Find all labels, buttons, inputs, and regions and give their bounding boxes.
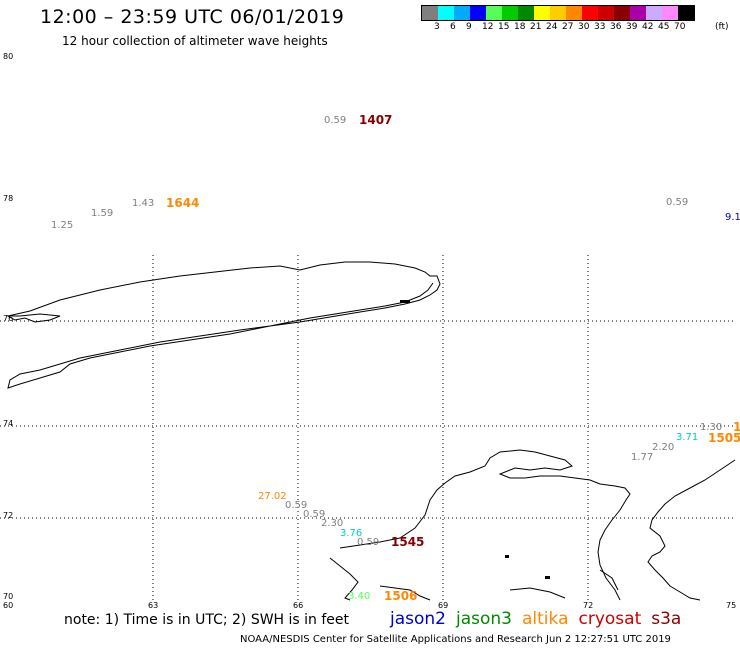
time-label: 1545 <box>391 535 425 549</box>
coastline-east <box>647 459 736 601</box>
scale-label: 9 <box>466 22 472 32</box>
lat-label: 80 <box>3 52 14 61</box>
swh-label: 1.43 <box>132 198 155 209</box>
time-label: 1644 <box>166 196 200 210</box>
lat-label: 78 <box>3 194 14 203</box>
color-swatch <box>566 6 582 20</box>
satellite-name: jason2 <box>390 609 446 629</box>
coastline-north-inlet <box>6 313 61 323</box>
scale-label: 27 <box>562 22 574 32</box>
lat-label: 76 <box>3 314 14 323</box>
scale-label: 36 <box>610 22 622 32</box>
color-swatch <box>550 6 566 20</box>
color-swatch <box>678 6 694 20</box>
swh-label: 2.30 <box>321 518 344 529</box>
lon-label: 60 <box>3 601 14 610</box>
color-swatch <box>630 6 646 20</box>
color-scale-labels: 3 6 9 12 15 18 21 24 27 30 33 36 39 42 45 70 (ft) <box>421 22 740 34</box>
coastline-south <box>329 557 619 601</box>
lon-label: 66 <box>293 601 304 610</box>
satellite-name: altika <box>522 609 569 629</box>
lat-label: 74 <box>3 419 14 428</box>
color-swatch <box>534 6 550 20</box>
scale-label: 12 <box>482 22 494 32</box>
footer-credit: NOAA/NESDIS Center for Satellite Applica… <box>240 634 671 645</box>
scale-label: 24 <box>546 22 558 32</box>
color-swatch <box>582 6 598 20</box>
scale-label: 18 <box>514 22 526 32</box>
note-text: note: 1) Time is in UTC; 2) SWH is in fe… <box>64 612 350 628</box>
swh-label: 1.59 <box>91 208 114 219</box>
color-swatch <box>598 6 614 20</box>
scale-label: 21 <box>530 22 542 32</box>
scale-label: 6 <box>450 22 456 32</box>
swh-label: 1.25 <box>51 220 74 231</box>
scale-label: 30 <box>578 22 590 32</box>
satellite-legend: jason2 jason3 altika cryosat s3a <box>390 609 691 629</box>
swh-label: 2.20 <box>652 442 675 453</box>
swh-label: 3.40 <box>348 591 371 602</box>
lon-label: 63 <box>148 601 159 610</box>
color-swatch <box>470 6 486 20</box>
lon-label: 69 <box>438 601 449 610</box>
scale-label: 33 <box>594 22 606 32</box>
swh-label: 0.59 <box>666 197 689 208</box>
lat-label: 70 <box>3 592 14 601</box>
time-label: 1407 <box>359 113 393 127</box>
swh-label: 9.1 <box>725 212 740 223</box>
color-swatch <box>614 6 630 20</box>
time-label: 1505 <box>708 431 740 445</box>
satellite-name: jason3 <box>456 609 512 629</box>
color-swatch <box>502 6 518 20</box>
page-title: 12:00 – 23:59 UTC 06/01/2019 <box>40 6 345 28</box>
color-swatch <box>662 6 678 20</box>
scale-label: 42 <box>642 22 654 32</box>
scale-label: 15 <box>498 22 510 32</box>
color-swatch <box>486 6 502 20</box>
color-swatch <box>646 6 662 20</box>
scale-label: 3 <box>434 22 440 32</box>
lon-label: 72 <box>583 601 594 610</box>
swh-label: 27.02 <box>258 491 287 502</box>
swh-label: 3.71 <box>676 432 699 443</box>
coastline-mainland <box>339 449 631 601</box>
scale-unit: (ft) <box>715 22 729 32</box>
scale-label: 45 <box>658 22 670 32</box>
color-scale-bar <box>421 5 695 21</box>
time-label: 1506 <box>384 589 418 603</box>
swh-label: 0.59 <box>303 509 326 520</box>
swh-label: 1.77 <box>631 452 654 463</box>
lon-label: 75 <box>726 601 737 610</box>
scale-label: 39 <box>626 22 638 32</box>
page-subtitle: 12 hour collection of altimeter wave hei… <box>62 34 328 48</box>
time-label: 1 <box>733 420 740 434</box>
scale-label: 70 <box>674 22 686 32</box>
color-swatch <box>438 6 454 20</box>
swh-label: 0.59 <box>324 115 347 126</box>
swh-label: 1.30 <box>700 422 723 433</box>
coastline-north-island <box>7 261 441 389</box>
swh-label: 3.76 <box>340 528 363 539</box>
graticule <box>0 255 735 600</box>
satellite-name: s3a <box>651 609 682 629</box>
lat-label: 72 <box>3 511 14 520</box>
color-swatch <box>454 6 470 20</box>
color-swatch <box>422 6 438 20</box>
swh-label: 0.59 <box>357 537 380 548</box>
satellite-name: cryosat <box>578 609 642 629</box>
color-swatch <box>518 6 534 20</box>
swh-label: 0.59 <box>285 500 308 511</box>
